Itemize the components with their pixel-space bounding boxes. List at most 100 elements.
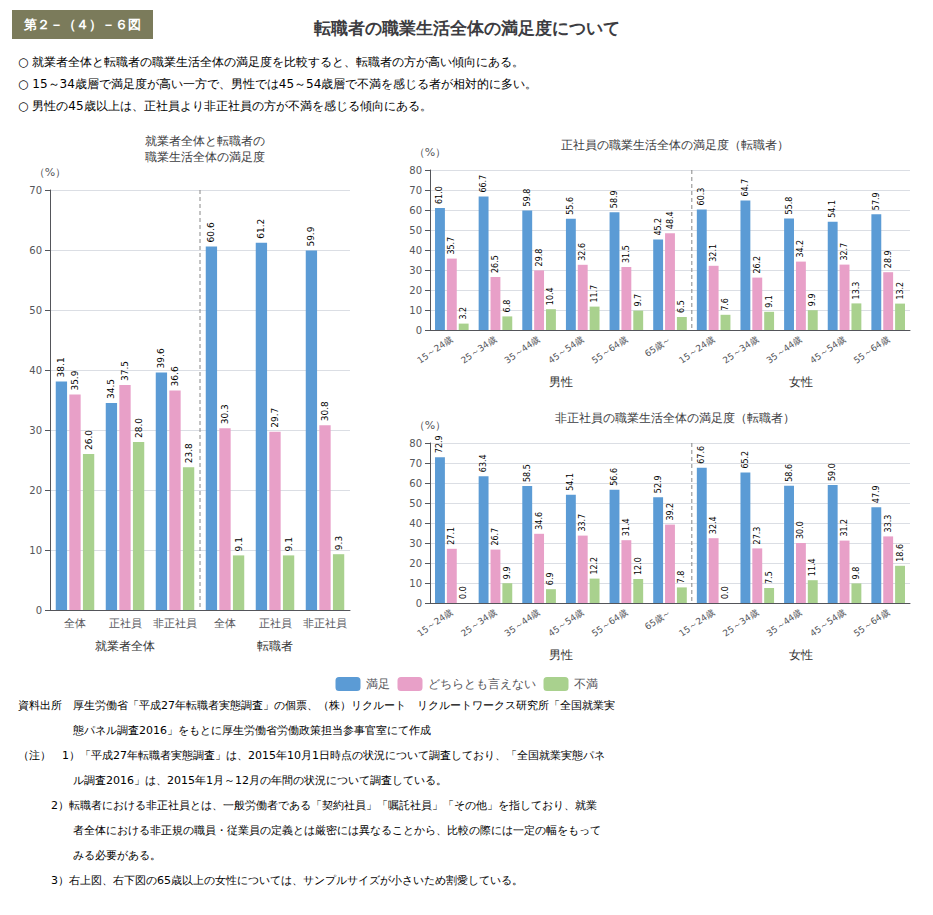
svg-text:26.5: 26.5 [491,255,500,273]
svg-text:6.5: 6.5 [677,300,686,313]
svg-text:30.0: 30.0 [796,521,805,539]
svg-text:9.8: 9.8 [852,567,861,580]
svg-text:35.9: 35.9 [70,370,80,390]
svg-text:7.6: 7.6 [721,298,730,311]
svg-text:男性: 男性 [549,375,573,389]
svg-text:35～44歳: 35～44歳 [765,607,804,639]
svg-text:27.3: 27.3 [753,527,762,545]
svg-text:32.7: 32.7 [840,243,849,261]
svg-text:15～24歳: 15～24歳 [677,334,716,366]
svg-text:60: 60 [409,205,422,216]
svg-text:35～44歳: 35～44歳 [503,334,542,366]
svg-text:60.3: 60.3 [697,188,706,206]
svg-text:非正社員の職業生活全体の満足度（転職者）: 非正社員の職業生活全体の満足度（転職者） [555,411,795,425]
svg-text:80: 80 [409,165,422,176]
svg-text:58.5: 58.5 [523,464,532,482]
svg-text:27.1: 27.1 [447,527,456,545]
svg-text:58.9: 58.9 [610,190,619,208]
svg-text:54.1: 54.1 [828,200,837,218]
svg-text:非正社員: 非正社員 [153,617,197,630]
svg-text:67.6: 67.6 [697,446,706,464]
svg-text:28.0: 28.0 [134,418,144,438]
svg-text:26.7: 26.7 [491,528,500,546]
svg-text:15～24歳: 15～24歳 [415,334,454,366]
svg-text:12.2: 12.2 [590,557,599,575]
svg-text:10: 10 [409,305,422,316]
svg-text:72.9: 72.9 [435,435,444,453]
svg-text:70: 70 [29,185,42,196]
svg-text:0: 0 [416,325,422,336]
svg-text:60: 60 [29,245,42,256]
svg-text:57.9: 57.9 [872,192,881,210]
svg-text:59.9: 59.9 [306,226,316,246]
svg-text:（%）: （%） [414,146,446,159]
svg-text:25～34歳: 25～34歳 [721,334,760,366]
svg-text:15～24歳: 15～24歳 [415,607,454,639]
svg-text:37.5: 37.5 [120,361,130,381]
svg-text:転職者: 転職者 [257,639,293,653]
svg-text:6.9: 6.9 [546,572,555,585]
svg-text:○ 男性の45歳以上は、正社員より非正社員の方が不満を感じる: ○ 男性の45歳以上は、正社員より非正社員の方が不満を感じる傾向にある。 [18,99,432,113]
svg-text:30: 30 [409,538,422,549]
svg-text:59.8: 59.8 [523,189,532,207]
svg-text:31.4: 31.4 [622,518,631,536]
svg-text:男性: 男性 [549,648,573,662]
svg-text:63.4: 63.4 [479,454,488,472]
svg-text:7.5: 7.5 [765,571,774,584]
svg-text:職業生活全体の満足度: 職業生活全体の満足度 [145,150,265,164]
svg-text:30.8: 30.8 [320,401,330,421]
svg-text:50: 50 [409,225,422,236]
svg-text:61.0: 61.0 [435,186,444,204]
svg-text:就業者全体と転職者の: 就業者全体と転職者の [145,134,265,148]
svg-text:13.2: 13.2 [896,282,905,300]
svg-text:30.3: 30.3 [220,404,230,424]
svg-text:52.9: 52.9 [654,475,663,493]
svg-text:65.2: 65.2 [741,451,750,469]
svg-text:64.7: 64.7 [741,179,750,197]
svg-text:26.2: 26.2 [753,256,762,274]
svg-text:11.7: 11.7 [590,285,599,303]
svg-text:全体: 全体 [64,617,86,630]
svg-text:28.9: 28.9 [884,250,893,268]
svg-text:80: 80 [409,438,422,449]
svg-text:61.2: 61.2 [256,219,266,239]
svg-text:11.4: 11.4 [808,558,817,576]
svg-text:0.0: 0.0 [721,586,730,599]
svg-text:0: 0 [416,598,422,609]
svg-text:態パネル調査2016」をもとに厚生労働省労働政策担当参事官室: 態パネル調査2016」をもとに厚生労働省労働政策担当参事官室にて作成 [18,724,431,737]
svg-text:31.5: 31.5 [622,245,631,263]
svg-text:不満: 不満 [574,677,598,691]
svg-text:31.2: 31.2 [840,519,849,537]
svg-text:0: 0 [36,605,42,616]
svg-text:ル調査2016」は、2015年1月～12月の年間の状況につい: ル調査2016」は、2015年1月～12月の年間の状況について調査している。 [18,774,447,787]
svg-text:資料出所 厚生労働省「平成27年転職者実態調査」の個票、（株: 資料出所 厚生労働省「平成27年転職者実態調査」の個票、（株）リクルート リクル… [18,699,615,712]
svg-text:55～64歳: 55～64歳 [852,607,891,639]
svg-text:20: 20 [29,485,42,496]
svg-text:9.1: 9.1 [284,537,294,551]
svg-text:30: 30 [29,425,42,436]
svg-text:55～64歳: 55～64歳 [590,607,629,639]
svg-text:45～54歳: 45～54歳 [808,607,847,639]
svg-text:25～34歳: 25～34歳 [721,607,760,639]
svg-text:非正社員: 非正社員 [303,617,347,630]
svg-text:正社員の職業生活全体の満足度（転職者）: 正社員の職業生活全体の満足度（転職者） [561,138,789,152]
svg-text:6.8: 6.8 [503,300,512,313]
svg-text:第２－（４）－６図: 第２－（４）－６図 [23,17,141,32]
svg-text:65歳～: 65歳～ [643,607,673,632]
svg-text:34.5: 34.5 [106,379,116,399]
svg-text:56.6: 56.6 [610,468,619,486]
svg-text:65歳～: 65歳～ [643,334,673,359]
svg-text:45～54歳: 45～54歳 [546,334,585,366]
svg-text:29.7: 29.7 [270,408,280,428]
svg-text:58.6: 58.6 [785,464,794,482]
svg-text:13.3: 13.3 [852,282,861,300]
svg-text:55～64歳: 55～64歳 [590,334,629,366]
svg-text:45～54歳: 45～54歳 [546,607,585,639]
svg-text:35～44歳: 35～44歳 [765,334,804,366]
svg-text:25～34歳: 25～34歳 [459,334,498,366]
svg-text:12.0: 12.0 [634,557,643,575]
svg-text:45～54歳: 45～54歳 [808,334,847,366]
svg-text:正社員: 正社員 [109,617,142,630]
svg-text:55.8: 55.8 [785,197,794,215]
svg-text:○ 就業者全体と転職者の職業生活全体の満足度を比較すると、転: ○ 就業者全体と転職者の職業生活全体の満足度を比較すると、転職者の方が高い傾向に… [18,55,524,69]
